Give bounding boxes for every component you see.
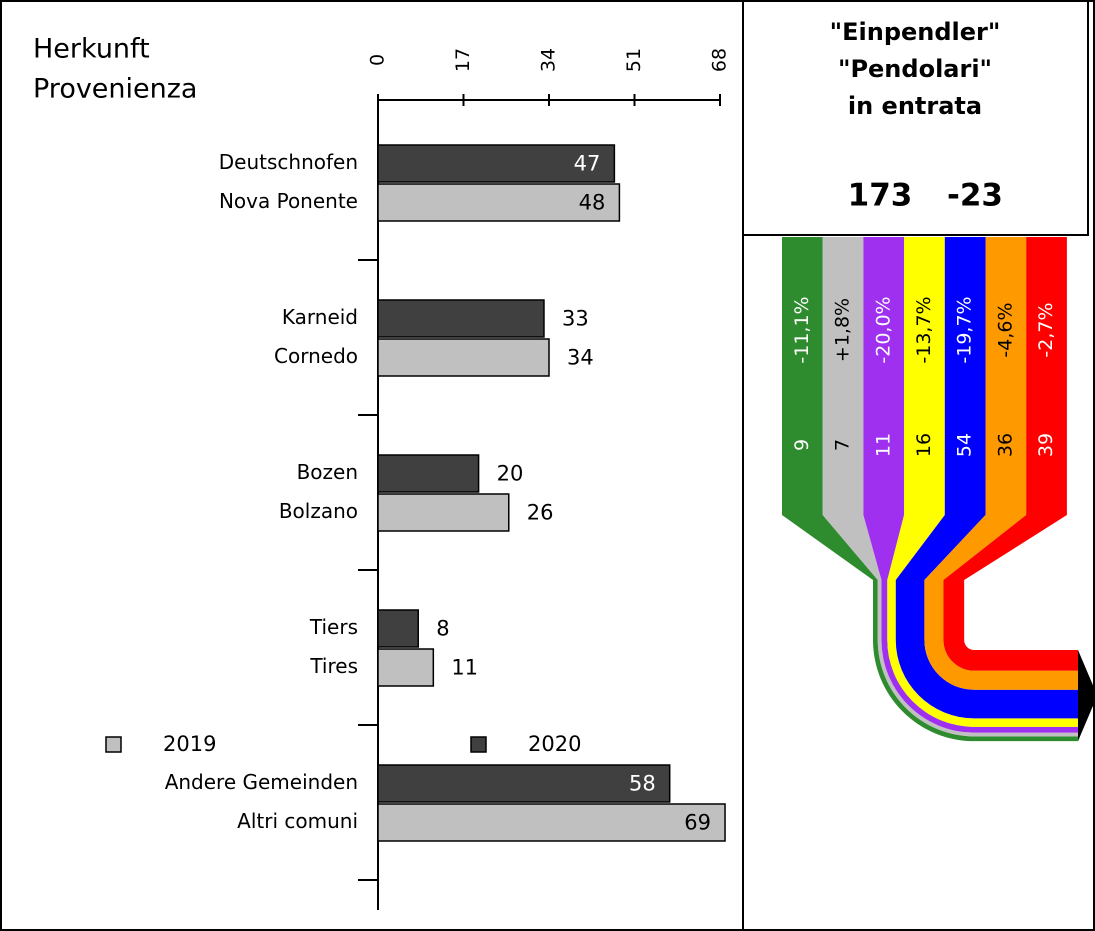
flow-value-label: 7 bbox=[832, 439, 854, 451]
flow-title: "Pendolari" bbox=[838, 55, 992, 83]
flow-value-label: 16 bbox=[913, 433, 935, 457]
flow-stream bbox=[924, 237, 1078, 690]
data-label: 34 bbox=[567, 346, 594, 370]
x-tick-label: 0 bbox=[367, 54, 389, 66]
legend-label: 2020 bbox=[528, 732, 581, 756]
flow-change-label: +1,8% bbox=[832, 298, 854, 362]
data-label: 69 bbox=[684, 811, 711, 835]
data-label: 47 bbox=[574, 152, 601, 176]
flow-title: "Einpendler" bbox=[830, 18, 1001, 46]
data-label: 33 bbox=[562, 307, 589, 331]
data-label: 11 bbox=[451, 656, 478, 680]
category-label: Andere Gemeinden bbox=[165, 770, 358, 794]
flow-arrow bbox=[1078, 650, 1095, 742]
category-label: Tiers bbox=[309, 615, 358, 639]
category-label: Karneid bbox=[282, 305, 358, 329]
bar bbox=[377, 299, 545, 338]
category-label: Bozen bbox=[297, 460, 358, 484]
chart-title: Provenienza bbox=[33, 74, 197, 105]
x-tick-label: 68 bbox=[709, 48, 731, 72]
flow-stream bbox=[863, 237, 1078, 733]
flow-stream bbox=[895, 237, 1078, 719]
bar bbox=[377, 764, 671, 803]
chart-title: Herkunft bbox=[33, 34, 150, 65]
flow-stream bbox=[782, 237, 1078, 742]
bar bbox=[377, 609, 419, 648]
bar bbox=[377, 493, 510, 532]
flow-title: in entrata bbox=[848, 92, 982, 120]
flow-header-box bbox=[742, 0, 1089, 236]
flow-stream bbox=[887, 237, 1078, 727]
flow-value-label: 9 bbox=[791, 439, 813, 451]
flow-change-label: -4,6% bbox=[994, 302, 1016, 357]
legend-swatch bbox=[470, 736, 487, 753]
data-label: 20 bbox=[497, 462, 524, 486]
flow-stream bbox=[943, 237, 1078, 671]
flow-change-label: -11,1% bbox=[791, 296, 813, 363]
flow-value-label: 39 bbox=[1035, 433, 1057, 457]
bar bbox=[377, 803, 726, 842]
bar bbox=[377, 648, 435, 687]
flow-value-label: 36 bbox=[994, 433, 1016, 457]
flow-total: 173 bbox=[848, 178, 913, 214]
category-label: Nova Ponente bbox=[219, 189, 358, 213]
bar bbox=[377, 338, 550, 377]
x-tick-label: 51 bbox=[623, 48, 645, 72]
category-label: Deutschnofen bbox=[219, 150, 358, 174]
category-label: Cornedo bbox=[274, 344, 358, 368]
flow-change-label: -19,7% bbox=[954, 296, 976, 363]
flow-change-label: -13,7% bbox=[913, 296, 935, 363]
bar bbox=[377, 183, 621, 222]
data-label: 48 bbox=[579, 191, 606, 215]
legend-swatch bbox=[105, 736, 122, 753]
data-label: 26 bbox=[527, 501, 554, 525]
category-label: Bolzano bbox=[279, 499, 358, 523]
bar bbox=[377, 454, 480, 493]
x-tick-label: 17 bbox=[452, 48, 474, 72]
flow-change-label: -20,0% bbox=[872, 296, 894, 363]
category-label: Altri comuni bbox=[237, 809, 358, 833]
bar bbox=[377, 144, 616, 183]
data-label: 58 bbox=[629, 772, 656, 796]
data-label: 8 bbox=[436, 617, 449, 641]
flow-stream bbox=[822, 237, 1078, 737]
category-label: Tires bbox=[309, 654, 358, 678]
x-tick-label: 34 bbox=[538, 48, 560, 72]
legend-label: 2019 bbox=[163, 732, 216, 756]
flow-change-label: -2,7% bbox=[1035, 302, 1057, 357]
flow-value-label: 11 bbox=[872, 433, 894, 457]
flow-value-label: 54 bbox=[954, 433, 976, 457]
flow-change: -23 bbox=[947, 178, 1003, 214]
